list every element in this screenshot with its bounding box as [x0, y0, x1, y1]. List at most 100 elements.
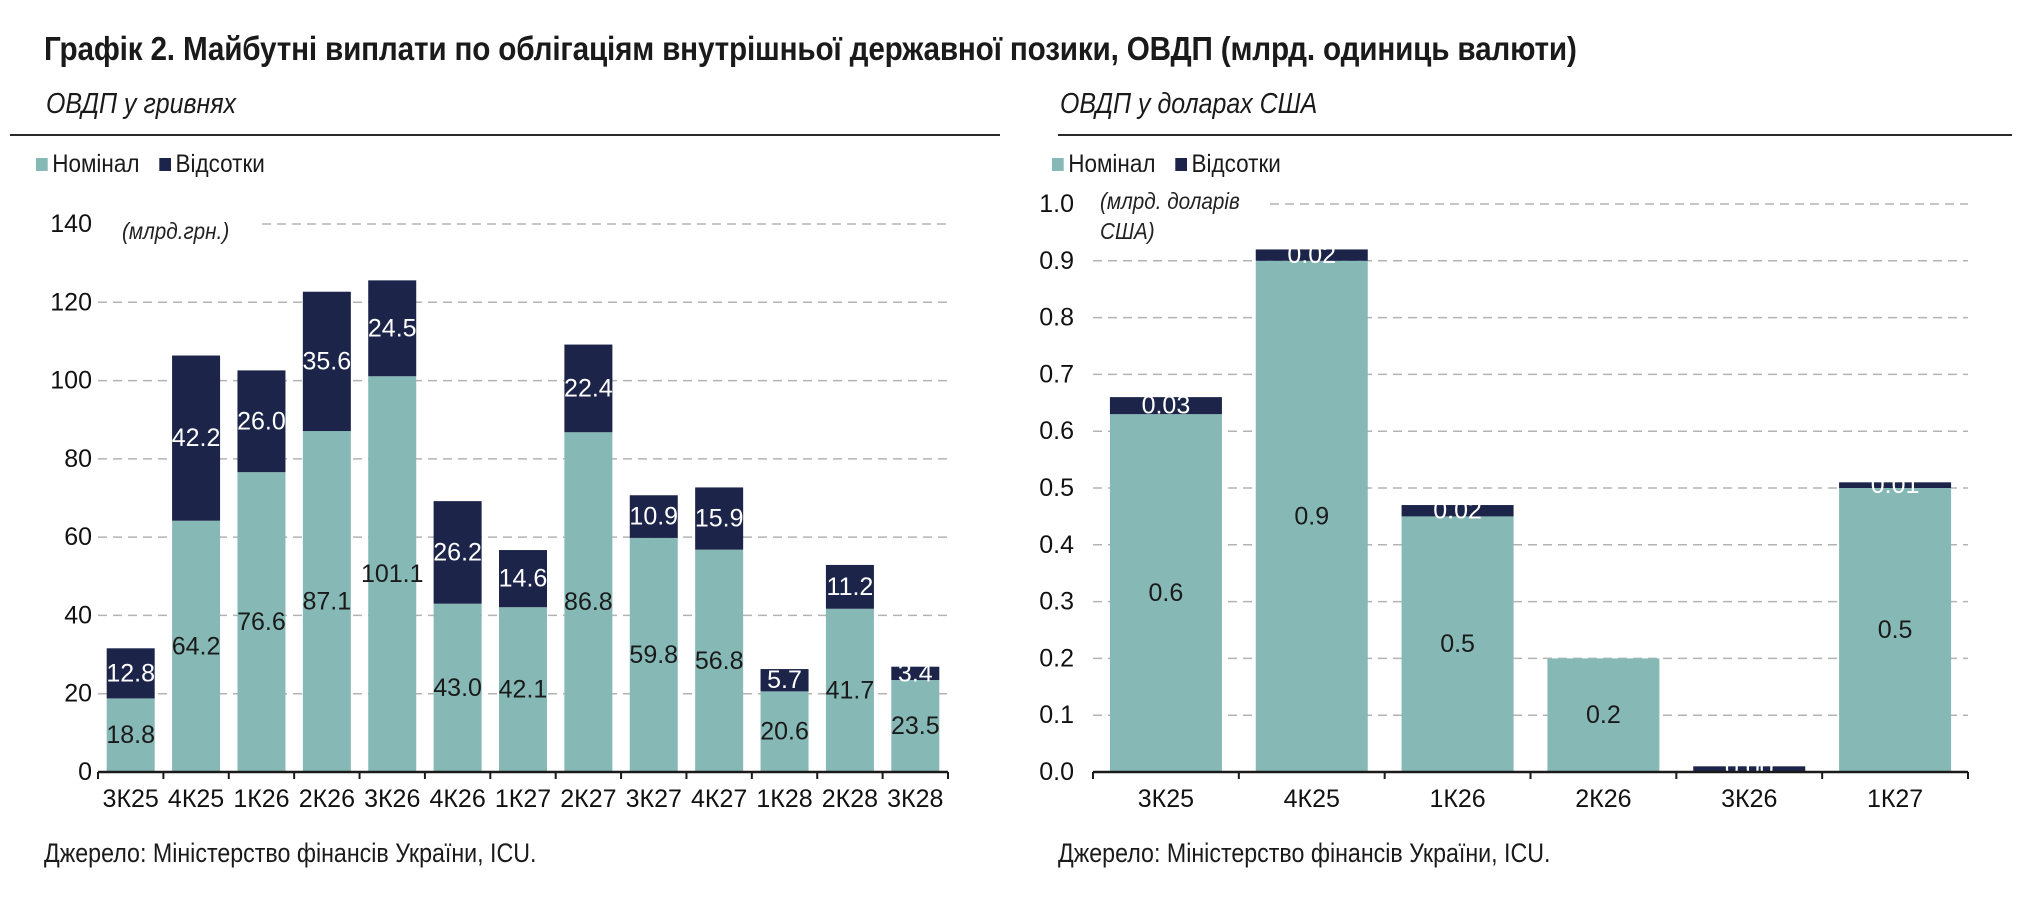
x-tick-label: 4К27: [691, 785, 747, 813]
y-tick-label: 120: [50, 288, 92, 316]
data-label-nominal: 18.8: [106, 721, 155, 749]
data-label-nominal: 41.7: [826, 676, 875, 704]
y-tick-label: 100: [50, 367, 92, 395]
data-label-interest: 14.6: [499, 565, 548, 593]
uah-panel-subtitle: ОВДП у гривнях: [46, 88, 237, 120]
data-label-interest: 0.00: [1725, 755, 1774, 783]
uah-chart: 0 20 40 60 80 100 120 140 18.8 12.8 3К25 64.2 42.2 4К…: [50, 210, 949, 813]
bar-nominal: [760, 691, 809, 772]
data-label-interest: 11.2: [827, 573, 874, 601]
x-tick-label: 1К26: [233, 785, 289, 813]
data-label-interest: 26.0: [237, 407, 286, 435]
data-label-nominal: 23.5: [891, 712, 940, 740]
nominal-swatch-icon: [1052, 158, 1064, 171]
y-tick-label: 0.6: [1039, 417, 1074, 445]
legend-item-interest: Відсотки: [159, 150, 265, 179]
x-tick-label: 3К26: [1721, 785, 1777, 813]
data-label-interest: 26.2: [433, 538, 482, 566]
data-label-nominal: 0.9: [1294, 502, 1329, 530]
data-label-interest: 42.2: [172, 424, 221, 452]
data-label-nominal: 87.1: [303, 588, 352, 616]
bar-nominal: [629, 537, 678, 772]
x-tick-label: 1К26: [1429, 785, 1485, 813]
data-label-interest: 0.02: [1287, 241, 1336, 269]
chart-title: Графік 2. Майбутні виплати по облігаціям…: [44, 30, 1577, 67]
data-label-interest: 35.6: [303, 347, 352, 375]
x-tick-label: 2К27: [560, 785, 616, 813]
x-tick-label: 3К25: [1138, 785, 1194, 813]
legend-item-interest: Відсотки: [1175, 150, 1281, 179]
bar-interest: [302, 291, 351, 432]
usd-unit-note: (млрд. доларів США): [1100, 188, 1240, 244]
data-label-nominal: 43.0: [433, 674, 482, 702]
data-label-interest: 5.7: [767, 666, 802, 694]
y-tick-label: 0.7: [1039, 360, 1074, 388]
legend-item-nominal: Номінал: [36, 150, 140, 179]
x-tick-label: 2К26: [1575, 785, 1631, 813]
x-tick-label: 4К25: [168, 785, 224, 813]
uah-source-note: Джерело: Міністерство фінансів України, …: [44, 838, 537, 868]
bar-nominal: [825, 608, 874, 772]
y-tick-label: 0.4: [1039, 531, 1074, 559]
data-label-interest: 0.03: [1142, 392, 1191, 420]
bar-nominal: [1255, 260, 1368, 772]
data-label-interest: 10.9: [629, 503, 678, 531]
y-tick-label: 0.2: [1039, 644, 1074, 672]
bar-interest: [564, 344, 613, 433]
x-tick-label: 2К26: [299, 785, 355, 813]
data-label-interest: 24.5: [368, 314, 417, 342]
bar-nominal: [368, 376, 417, 772]
data-label-nominal: 0.5: [1440, 630, 1475, 658]
bar-nominal: [433, 603, 482, 772]
legend-label-nominal: Номінал: [1068, 150, 1156, 178]
data-label-nominal: 101.1: [361, 560, 424, 588]
bar-nominal: [695, 549, 744, 772]
data-label-nominal: 64.2: [172, 632, 221, 660]
y-tick-label: 0.8: [1039, 304, 1074, 332]
bar-nominal: [1839, 488, 1952, 772]
bar-interest: [629, 495, 678, 538]
uah-panel-divider: [10, 134, 1000, 136]
x-tick-label: 1К27: [495, 785, 551, 813]
bar-nominal: [1547, 658, 1660, 772]
y-tick-label: 1.0: [1039, 190, 1074, 218]
bar-nominal: [237, 472, 286, 772]
data-label-nominal: 0.2: [1586, 701, 1621, 729]
legend-label-nominal: Номінал: [52, 150, 140, 178]
data-label-interest: 0.02: [1433, 497, 1482, 525]
bar-interest: [368, 280, 417, 377]
usd-legend: Номінал Відсотки: [1052, 150, 1301, 179]
bar-nominal: [172, 520, 221, 772]
x-tick-label: 3К28: [887, 785, 943, 813]
bar-interest: [433, 501, 482, 604]
interest-swatch-icon: [1175, 158, 1187, 171]
data-label-nominal: 59.8: [629, 641, 678, 669]
y-tick-label: 0: [78, 758, 92, 786]
bar-interest: [1693, 766, 1806, 772]
x-tick-label: 3К26: [364, 785, 420, 813]
data-label-nominal: 20.6: [760, 718, 809, 746]
bar-interest: [1109, 397, 1222, 415]
y-tick-label: 60: [64, 523, 92, 551]
data-label-nominal: 42.1: [499, 676, 548, 704]
bar-nominal: [106, 698, 155, 772]
data-label-interest: 15.9: [695, 505, 744, 533]
legend-item-nominal: Номінал: [1052, 150, 1156, 179]
bar-interest: [499, 550, 547, 608]
y-tick-label: 140: [50, 210, 92, 238]
data-label-nominal: 0.6: [1149, 579, 1184, 607]
uah-legend: Номінал Відсотки: [36, 150, 285, 179]
bar-nominal: [1401, 516, 1514, 772]
bar-nominal: [564, 432, 613, 772]
bar-interest: [1839, 482, 1952, 488]
bar-nominal: [891, 680, 940, 772]
data-label-interest: 12.8: [106, 659, 155, 687]
bar-interest: [825, 564, 874, 609]
interest-swatch-icon: [159, 158, 171, 171]
y-tick-label: 40: [64, 601, 92, 629]
bar-interest: [760, 669, 809, 692]
bar-interest: [695, 487, 744, 550]
data-label-nominal: 56.8: [695, 647, 744, 675]
uah-unit-note: (млрд.грн.): [122, 218, 230, 244]
y-tick-label: 0.0: [1039, 758, 1074, 786]
